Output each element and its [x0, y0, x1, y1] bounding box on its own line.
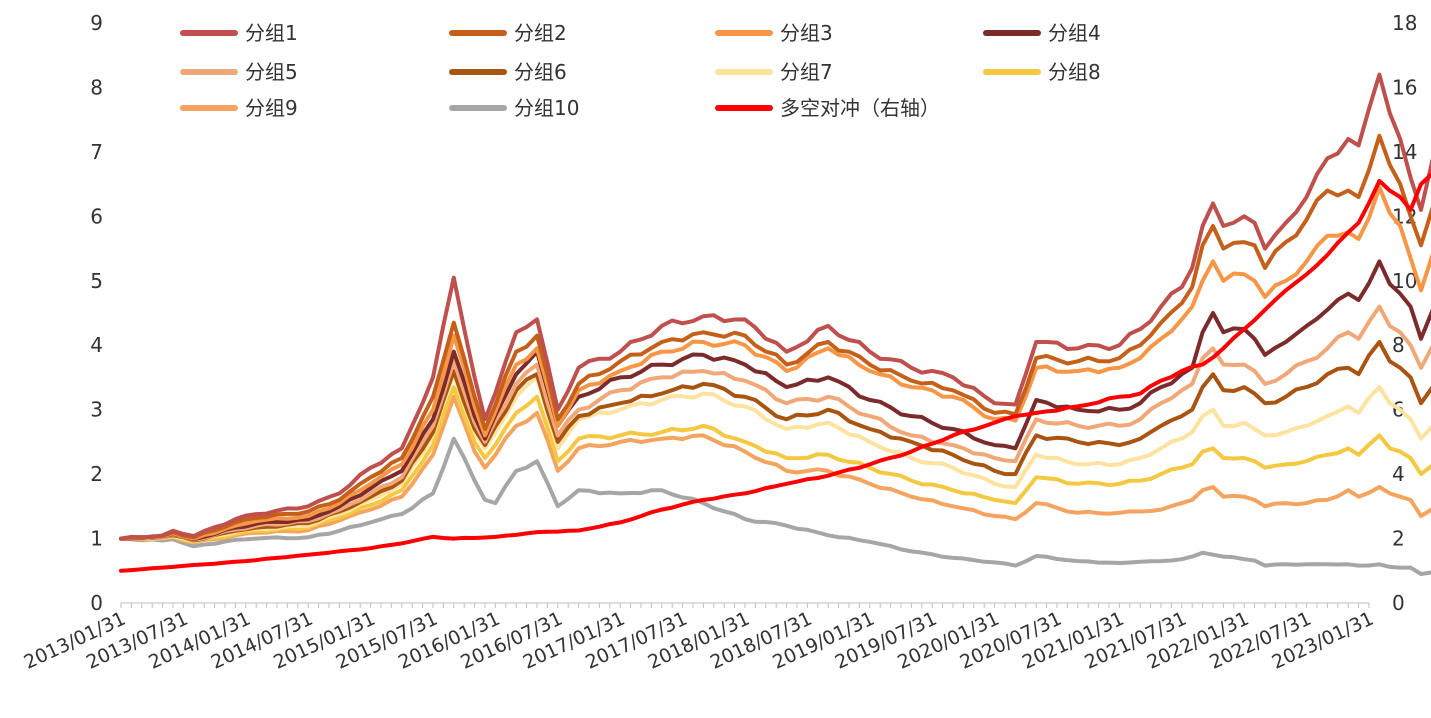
y-left-tick-label: 9: [90, 11, 103, 35]
legend-label: 分组10: [514, 96, 579, 120]
y-left-tick-label: 1: [90, 527, 103, 551]
legend-label: 分组4: [1048, 21, 1101, 45]
y-left-tick-label: 4: [90, 333, 103, 357]
series-lines: [119, 72, 1431, 576]
y-right-tick-label: 18: [1392, 11, 1417, 35]
series-line-3: [119, 185, 1431, 541]
y-left-tick-label: 0: [90, 591, 103, 615]
legend-label: 分组7: [780, 60, 833, 84]
series-line-9: [119, 394, 1431, 545]
series-line-5: [119, 304, 1431, 542]
legend-label: 分组5: [245, 60, 298, 84]
y-left-tick-label: 7: [90, 140, 103, 164]
series-line-4: [119, 259, 1431, 542]
legend-label: 分组2: [514, 21, 567, 45]
y-left-tick-label: 8: [90, 75, 103, 99]
y-right-tick-label: 4: [1392, 462, 1405, 486]
y-left-tick-label: 3: [90, 398, 103, 422]
legend-label: 分组8: [1048, 60, 1101, 84]
legend-label: 分组1: [245, 21, 298, 45]
legend-label: 多空对冲（右轴）: [780, 96, 940, 120]
series-line-1: [119, 72, 1431, 541]
series-line-11: [119, 172, 1431, 573]
legend-label: 分组3: [780, 21, 833, 45]
series-line-10: [119, 436, 1431, 576]
legend-label: 分组9: [245, 96, 298, 120]
legend: 分组1 分组2 分组3 分组4 分组5 分组6 分组7 分组8 分组9 分组10 多空对冲（右轴）: [180, 21, 1101, 120]
y-right-tick-label: 16: [1392, 75, 1417, 99]
series-line-8: [119, 385, 1431, 544]
y-right-tick-label: 0: [1392, 591, 1405, 615]
series-line-6: [119, 340, 1431, 543]
legend-label: 分组6: [514, 60, 567, 84]
y-left-tick-label: 2: [90, 462, 103, 486]
series-line-2: [119, 133, 1431, 541]
y-right-tick-label: 2: [1392, 527, 1405, 551]
y-right-tick-label: 8: [1392, 333, 1405, 357]
y-left-tick-label: 6: [90, 204, 103, 228]
y-left-tick-label: 5: [90, 269, 103, 293]
